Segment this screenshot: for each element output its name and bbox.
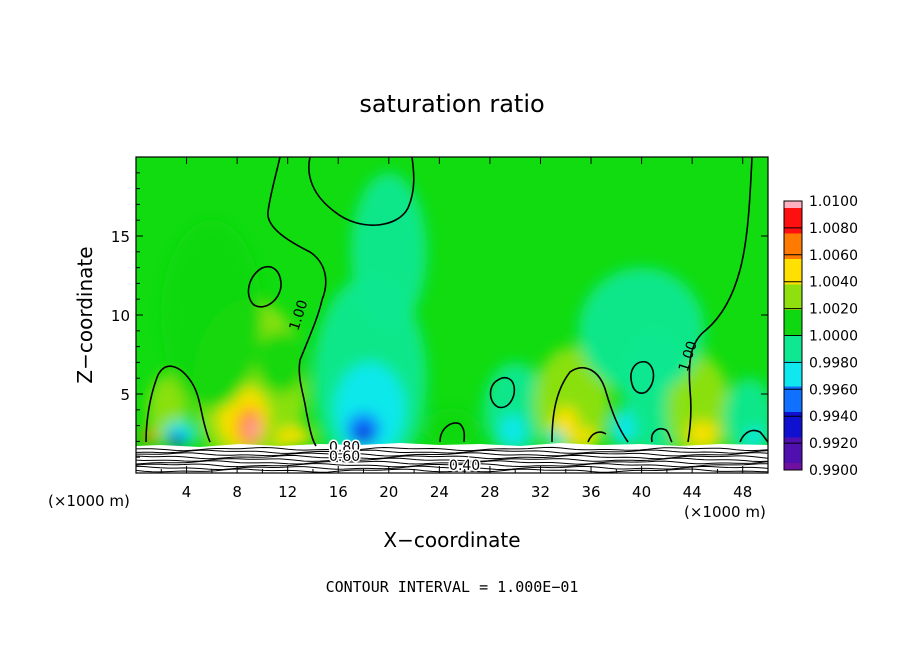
x-tick-label: 32 bbox=[531, 483, 550, 501]
x-tick-label: 20 bbox=[379, 483, 398, 501]
field-blob-20 bbox=[569, 428, 600, 445]
colorbar-label: 0.9940 bbox=[809, 409, 858, 425]
stratified-line-6 bbox=[136, 463, 768, 468]
colorbar-label: 0.9960 bbox=[809, 382, 858, 398]
field-blob-15 bbox=[483, 362, 547, 458]
contour-line-small-oval bbox=[489, 376, 516, 409]
contour-line-left-dome bbox=[145, 365, 211, 443]
x-tick-label: 24 bbox=[430, 483, 449, 501]
stratified-layer bbox=[136, 443, 768, 473]
contour-line-right-dome bbox=[551, 367, 629, 443]
stratified-line-8 bbox=[136, 468, 768, 473]
y-axis: 5 10 15 bbox=[111, 172, 768, 458]
contour-line-right-plume bbox=[687, 157, 753, 443]
y-tick-label: 5 bbox=[120, 386, 130, 404]
y-tick-label: 10 bbox=[111, 307, 130, 325]
contour-labels: 1.001.000.800.600.40 bbox=[287, 298, 701, 474]
x-tick-label: 40 bbox=[632, 483, 651, 501]
colorbar-band-7 bbox=[784, 386, 802, 413]
colorbar-band-6 bbox=[784, 361, 802, 387]
contour-line-tiny-dome bbox=[650, 427, 673, 443]
field-blob-5 bbox=[275, 427, 313, 447]
x-tick-label: 12 bbox=[278, 483, 297, 501]
x-tick-label: 8 bbox=[232, 483, 242, 501]
x-unit-label-right: (×1000 m) bbox=[684, 503, 766, 521]
unity-contours bbox=[145, 157, 768, 447]
chart-title: saturation ratio bbox=[359, 90, 544, 118]
y-axis-title: Z−coordinate bbox=[73, 246, 97, 383]
x-tick-label: 28 bbox=[480, 483, 499, 501]
colorbar-cap-bottom bbox=[784, 463, 802, 470]
stratified-line-3 bbox=[136, 454, 768, 460]
contour-line-mid-dome bbox=[439, 422, 466, 443]
colorbar-band-2 bbox=[784, 259, 802, 285]
x-axis-title: X−coordinate bbox=[383, 528, 520, 552]
field-blob-14 bbox=[350, 172, 427, 331]
colorbar-label: 1.0060 bbox=[809, 248, 858, 264]
stratified-line-4 bbox=[136, 457, 768, 463]
field-blob-7 bbox=[256, 330, 307, 394]
colorbar: 1.0100 1.0080 1.0060 1.0040 1.0020 1.0000 0.99… bbox=[783, 194, 858, 479]
stratified-line-0 bbox=[136, 446, 768, 452]
contour-label-3: 0.60 bbox=[329, 449, 360, 465]
contour-label-2: 0.80 bbox=[329, 440, 360, 456]
contour-line-left-plume bbox=[267, 157, 327, 447]
field-blob-25 bbox=[687, 420, 718, 447]
colorbar-cap-top bbox=[784, 201, 802, 208]
colorbar-label: 0.9980 bbox=[809, 355, 858, 371]
x-tick-label: 16 bbox=[329, 483, 348, 501]
y-tick-label: 15 bbox=[111, 228, 130, 246]
colorbar-band-5 bbox=[784, 335, 802, 362]
colorbar-band-0 bbox=[784, 208, 802, 234]
contour-line-flat bbox=[587, 431, 607, 443]
colorbar-band-4 bbox=[784, 310, 802, 336]
contour-line-far-right bbox=[739, 429, 768, 443]
field-blob-16 bbox=[500, 414, 526, 447]
contour-label-4: 0.40 bbox=[449, 458, 480, 474]
field-blob-11 bbox=[353, 428, 374, 445]
stratified-line-7 bbox=[136, 465, 768, 471]
colorbar-label: 1.0000 bbox=[809, 329, 858, 345]
field-blob-21 bbox=[546, 430, 565, 447]
stratified-line-1 bbox=[136, 449, 768, 454]
contour-interval-note: CONTOUR INTERVAL = 1.000E−01 bbox=[326, 578, 579, 596]
field-blob-28 bbox=[161, 220, 263, 410]
colorbar-label: 0.9900 bbox=[809, 463, 858, 479]
field-blob-13 bbox=[167, 433, 186, 447]
colorbar-label: 0.9920 bbox=[809, 436, 858, 452]
colorbar-label: 1.0080 bbox=[809, 221, 858, 237]
contour-line-small-loop bbox=[247, 266, 282, 308]
colorbar-band-8 bbox=[784, 412, 802, 438]
x-tick-label: 36 bbox=[581, 483, 600, 501]
x-tick-label: 48 bbox=[733, 483, 752, 501]
stratified-line-2 bbox=[136, 452, 768, 457]
plot-area: 1.001.000.800.600.40 bbox=[136, 157, 768, 474]
stratified-contours bbox=[136, 446, 768, 473]
field-blob-29 bbox=[578, 267, 705, 394]
field-blob-4 bbox=[247, 417, 258, 440]
colorbar-band-1 bbox=[784, 233, 802, 260]
x-axis: 4 8 12 16 20 24 28 32 36 40 44 48 bbox=[160, 157, 752, 501]
contour-line-top-loop bbox=[308, 157, 415, 226]
colorbar-label: 1.0040 bbox=[809, 275, 858, 291]
field-blob-17 bbox=[426, 408, 478, 450]
x-tick-label: 44 bbox=[683, 483, 702, 501]
x-tick-label: 4 bbox=[182, 483, 192, 501]
field-blob-19 bbox=[553, 406, 579, 439]
colorbar-band-9 bbox=[784, 437, 802, 464]
field-shading bbox=[141, 172, 768, 473]
colorbar-band-3 bbox=[784, 284, 802, 311]
x-unit-label-left: (×1000 m) bbox=[48, 492, 130, 510]
colorbar-label: 1.0020 bbox=[809, 302, 858, 318]
field-blob-6 bbox=[141, 430, 157, 443]
colorbar-label: 1.0100 bbox=[809, 194, 858, 210]
stratified-line-5 bbox=[136, 460, 768, 465]
contour-line-small-dome bbox=[630, 360, 655, 394]
